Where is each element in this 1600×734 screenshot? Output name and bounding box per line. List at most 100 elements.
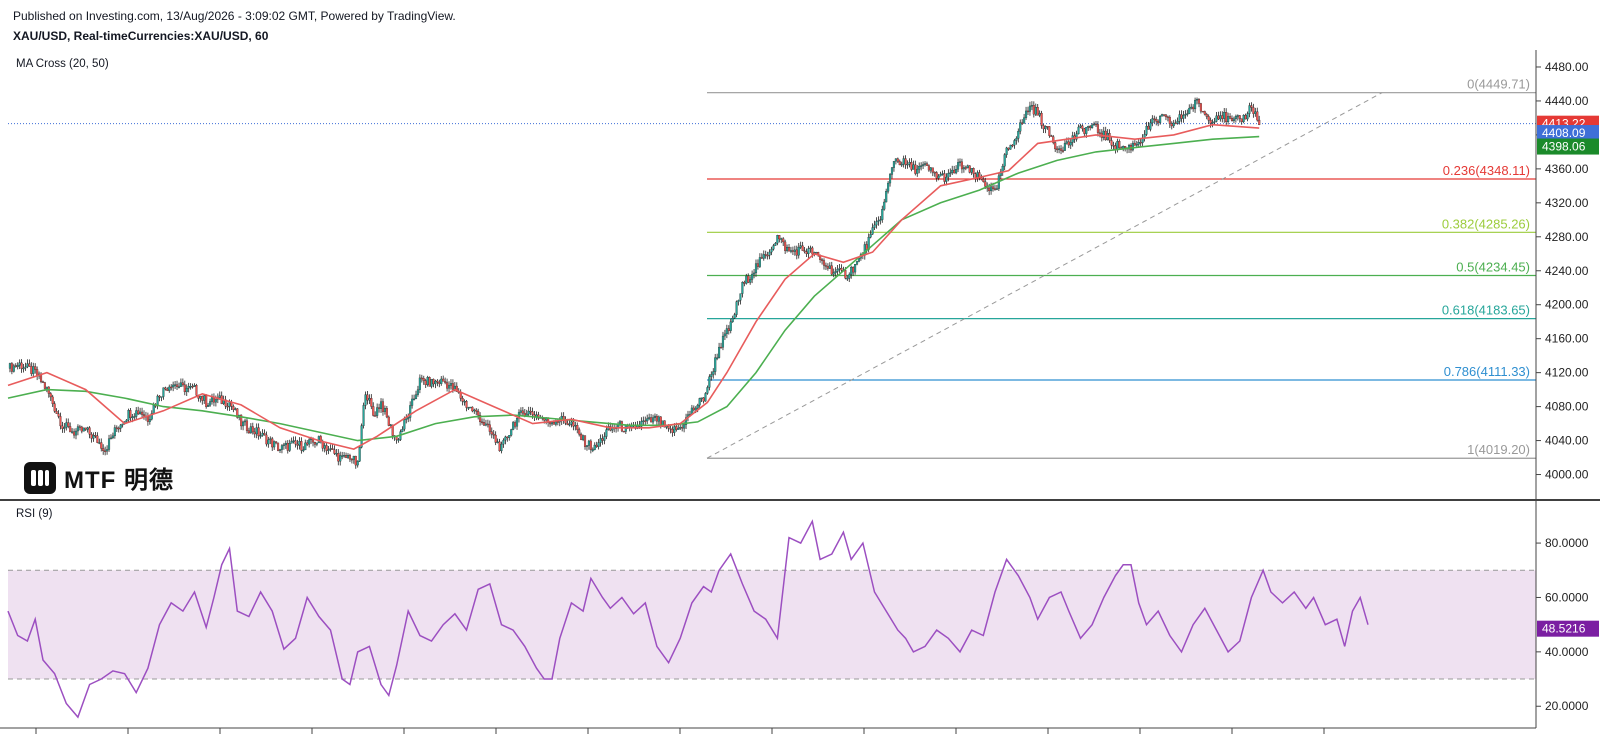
candle (1077, 126, 1080, 135)
candle (228, 402, 231, 407)
candle (63, 427, 66, 429)
candle (877, 220, 880, 222)
candle (494, 434, 497, 443)
candle (1217, 115, 1220, 120)
candle (716, 357, 719, 359)
candle (1176, 121, 1179, 124)
candle (964, 167, 967, 169)
candle (43, 382, 46, 389)
candle (519, 410, 522, 413)
candle (1116, 141, 1119, 150)
candle (799, 245, 802, 248)
candle (451, 383, 454, 390)
candle (840, 267, 843, 271)
candle (82, 427, 85, 432)
candle (865, 244, 868, 250)
candle (1232, 118, 1235, 122)
candle (315, 442, 318, 445)
candle (10, 363, 13, 372)
candle (438, 381, 441, 384)
candle (249, 426, 252, 434)
candle (931, 167, 934, 173)
candle (436, 380, 439, 383)
candle (784, 241, 787, 251)
candle (411, 398, 414, 406)
candle (193, 385, 196, 387)
candle (809, 247, 812, 250)
candle (1164, 114, 1167, 117)
candle (1015, 138, 1018, 141)
candle (179, 382, 182, 387)
candle (109, 437, 113, 440)
candle (385, 407, 388, 418)
ma-cross-label: MA Cross (20, 50) (16, 58, 109, 70)
candle (418, 377, 421, 390)
candle (582, 435, 585, 440)
candle (18, 362, 21, 366)
candle (803, 250, 806, 252)
candle (265, 434, 268, 445)
candle (1201, 110, 1204, 113)
candle (175, 384, 179, 387)
candle (288, 443, 291, 451)
candle (863, 244, 866, 256)
candle (723, 333, 726, 337)
candle (1192, 106, 1195, 110)
candle (1248, 105, 1251, 114)
candle (1058, 148, 1061, 150)
candle (1054, 142, 1057, 150)
candle (1052, 136, 1055, 143)
candle (1234, 116, 1237, 120)
candle (24, 366, 27, 369)
candle (966, 165, 969, 168)
candle (473, 409, 476, 412)
ma20-badge: 4408.09 (1542, 126, 1586, 140)
candle (916, 168, 919, 174)
candle (939, 174, 942, 177)
candle (1021, 122, 1024, 124)
candle (257, 427, 260, 436)
candle (789, 250, 793, 252)
candle (648, 417, 651, 419)
candle (712, 371, 715, 375)
candle (135, 410, 138, 417)
candle (387, 416, 390, 426)
candle (1089, 125, 1092, 129)
candle (725, 328, 728, 335)
candle (1225, 112, 1228, 123)
candle (756, 263, 759, 267)
candle (14, 365, 17, 368)
candle (277, 442, 280, 451)
candle (346, 455, 350, 458)
candle (1242, 114, 1245, 122)
fib-label: 0.5(4234.45) (1456, 259, 1530, 274)
candle (273, 441, 276, 448)
rsi-band (8, 570, 1536, 680)
candle (947, 173, 950, 178)
candle (1244, 114, 1247, 120)
candle (1153, 118, 1156, 120)
candle (879, 219, 882, 221)
logo: MTF 明德 (24, 460, 174, 495)
candle (937, 175, 940, 179)
candle (1038, 112, 1041, 116)
candle (156, 395, 159, 406)
candle (90, 434, 93, 439)
candle (721, 335, 725, 348)
ma20-badge-bg (1537, 125, 1599, 142)
candle (366, 394, 369, 401)
candle (1162, 114, 1166, 116)
candle (1124, 146, 1127, 149)
candle (164, 387, 167, 390)
candle (1213, 121, 1216, 123)
candle (420, 377, 423, 380)
candle (651, 417, 655, 423)
candle (1131, 142, 1134, 151)
candle (65, 422, 68, 428)
candle (933, 171, 936, 174)
candle (1190, 106, 1193, 109)
candle (1118, 141, 1121, 148)
candle (982, 179, 985, 182)
candle (1229, 116, 1232, 119)
